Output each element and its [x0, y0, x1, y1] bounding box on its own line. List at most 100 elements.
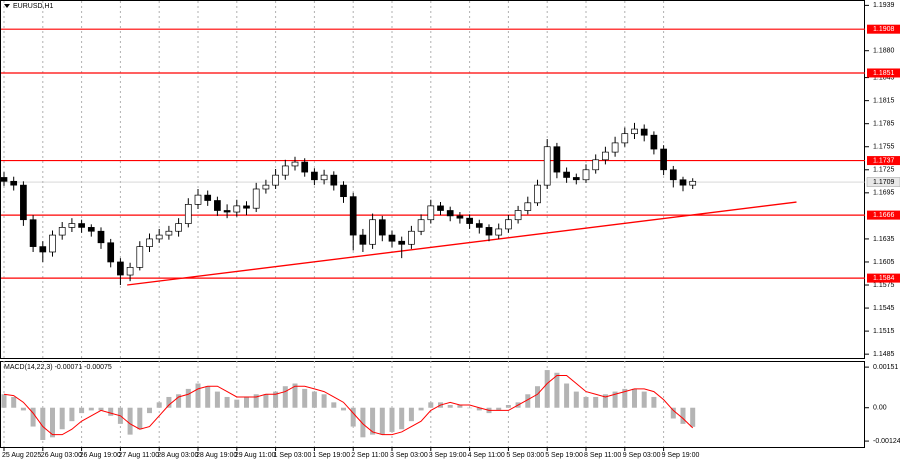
- y-tick-label: 1.1939: [873, 2, 895, 9]
- candle-body: [650, 134, 658, 150]
- candle-body: [0, 177, 8, 182]
- candle-body: [378, 219, 386, 236]
- current-price-label: 1.1709: [873, 179, 895, 186]
- candle-body: [611, 142, 619, 153]
- macd-bar: [292, 383, 298, 408]
- macd-bar: [341, 407, 346, 411]
- candle-body: [272, 174, 279, 186]
- y-tick-label: 1.1575: [873, 282, 895, 289]
- y-tick-label: 0.00151: [873, 364, 898, 371]
- x-tick-label: 27 Aug 11:00: [118, 452, 159, 459]
- candle-body: [582, 169, 590, 181]
- macd-bar: [622, 388, 628, 408]
- candle-body: [311, 171, 318, 181]
- macd-bar: [457, 405, 463, 408]
- macd-bar: [564, 383, 570, 408]
- macd-bar: [428, 402, 434, 408]
- y-tick-label: 1.1485: [873, 351, 895, 358]
- x-tick-label: 5 Sep 19:00: [545, 452, 583, 459]
- level-label: 1.1737: [873, 157, 895, 164]
- macd-bar: [69, 407, 75, 422]
- macd-bar: [476, 407, 482, 411]
- macd-bar: [185, 388, 191, 408]
- macd-bar: [50, 407, 55, 438]
- candle-body: [175, 223, 182, 232]
- candle-body: [97, 230, 105, 244]
- y-tick-label: 1.1695: [873, 190, 895, 197]
- level-box: [867, 24, 900, 34]
- y-tick-label: 1.1815: [873, 97, 895, 104]
- candle-body: [330, 174, 338, 186]
- trend-line: [127, 201, 797, 286]
- x-tick-label: 1 Sep 03:00: [274, 452, 312, 459]
- x-tick-label: 3 Sep 19:00: [429, 452, 467, 459]
- macd-bar: [661, 407, 667, 409]
- level-box: [867, 156, 900, 166]
- macd-bar: [651, 396, 657, 408]
- level-box: [867, 210, 900, 220]
- candle-body: [252, 188, 260, 209]
- candle-body: [572, 177, 580, 181]
- macd-bar: [321, 394, 327, 408]
- macd-bar: [593, 396, 599, 408]
- candle-body: [349, 196, 357, 236]
- macd-bar: [59, 407, 65, 430]
- y-tick-label: 1.1880: [873, 48, 895, 55]
- title-arrow: [4, 4, 10, 8]
- candle-body: [233, 205, 241, 213]
- macd-bar: [670, 407, 676, 419]
- macd-bar: [573, 391, 579, 408]
- macd-bar: [632, 388, 637, 408]
- candle-body: [417, 219, 425, 232]
- y-tick-label: 1.1605: [873, 259, 895, 266]
- candle-body: [117, 261, 124, 276]
- candle-body: [194, 194, 202, 205]
- x-tick-label: 8 Sep 11:00: [584, 452, 621, 459]
- macd-bar: [253, 394, 259, 408]
- candle-body: [262, 184, 270, 190]
- candle-body: [398, 240, 406, 245]
- macd-bar: [496, 407, 502, 411]
- candle-body: [679, 179, 687, 186]
- macd-bar: [137, 407, 143, 430]
- candle-body: [427, 205, 435, 221]
- macd-bar: [535, 386, 540, 408]
- candle-body: [301, 161, 309, 173]
- macd-bar: [583, 396, 589, 408]
- level-box: [867, 68, 900, 78]
- x-tick-label: 28 Aug 03:00: [157, 452, 198, 459]
- macd-bar: [408, 407, 414, 422]
- candle-body: [29, 219, 37, 247]
- candle-body: [669, 169, 677, 181]
- x-tick-label: 3 Sep 03:00: [390, 452, 428, 459]
- macd-bar: [234, 399, 240, 408]
- y-tick-label: 1.1515: [873, 328, 895, 335]
- macd-title: MACD(14,22,3) -0.00071 -0.00075: [4, 364, 112, 371]
- x-tick-label: 5 Sep 03:00: [506, 452, 544, 459]
- signal-line: [3, 374, 694, 436]
- candle-body: [204, 194, 212, 201]
- macd-bar: [331, 402, 337, 408]
- candle-body: [10, 180, 18, 186]
- level-label: 1.1584: [873, 275, 895, 282]
- candle-body: [184, 204, 192, 224]
- candle-body: [408, 230, 415, 245]
- x-tick-label: 26 Aug 19:00: [80, 452, 121, 459]
- macd-bar: [40, 407, 46, 441]
- level-label: 1.1851: [873, 70, 895, 77]
- macd-bar: [418, 407, 424, 411]
- candle-body: [369, 219, 376, 245]
- candle-body: [446, 210, 454, 217]
- y-tick-label: 1.1785: [873, 121, 895, 128]
- candle-body: [621, 133, 629, 144]
- candle-body: [388, 234, 396, 242]
- macd-bar: [79, 407, 85, 414]
- macd-bar: [544, 370, 550, 408]
- macd-bar: [166, 396, 172, 408]
- candle-body: [514, 210, 522, 221]
- candle-body: [466, 217, 473, 224]
- x-tick-label: 2 Sep 11:00: [351, 452, 388, 459]
- candle-body: [543, 146, 551, 186]
- macd-bar: [195, 383, 201, 408]
- macd-bar: [447, 405, 453, 408]
